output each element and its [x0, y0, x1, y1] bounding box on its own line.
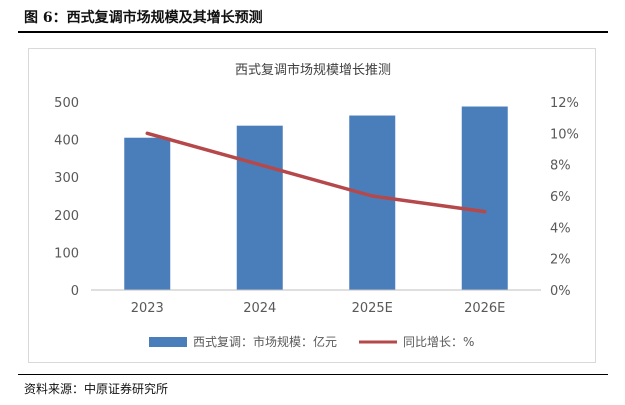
bars-layer — [124, 106, 508, 291]
left-tick-label: 100 — [54, 246, 79, 261]
legend: 西式复调：市场规模：亿元 同比增长：% — [149, 334, 474, 349]
legend-line-label: 同比增长：% — [403, 335, 474, 349]
chart-title: 西式复调市场规模增长推测 — [235, 62, 391, 78]
growth-line — [145, 131, 487, 214]
left-tick-label: 0 — [71, 284, 79, 299]
chart-svg: 西式复调市场规模增长推测 0 100 200 300 400 500 0% 2% 4% 6% 8%… — [54, 62, 579, 349]
bar-2025E — [349, 115, 396, 290]
figure-title: 图 6：西式复调市场规模及其增长预测 — [24, 10, 263, 26]
chart-panel: 西式复调市场规模增长推测 0 100 200 300 400 500 0% 2% 4% 6% 8%… — [28, 48, 596, 363]
x-tick-label: 2024 — [243, 301, 276, 316]
x-axis-ticks: 2023 2024 2025E 2026E — [131, 301, 506, 316]
right-tick-label: 2% — [550, 253, 571, 268]
right-tick-label: 12% — [550, 96, 579, 111]
right-axis-ticks: 0% 2% 4% 6% 8% 10% 12% — [550, 96, 579, 299]
x-tick-label: 2026E — [464, 301, 505, 316]
x-tick-label: 2025E — [352, 301, 393, 316]
left-axis-ticks: 0 100 200 300 400 500 — [54, 96, 79, 299]
left-tick-label: 500 — [54, 96, 79, 111]
bar-2026E — [461, 106, 508, 291]
right-tick-label: 6% — [550, 190, 571, 205]
top-rule — [18, 31, 608, 33]
legend-bar-label: 西式复调：市场规模：亿元 — [193, 334, 337, 349]
source-note: 资料来源：中原证券研究所 — [24, 382, 169, 396]
bar-2023 — [124, 137, 171, 290]
x-tick-label: 2023 — [131, 301, 164, 316]
bar-2024 — [236, 125, 283, 290]
legend-bar-swatch — [149, 337, 187, 347]
right-tick-label: 4% — [550, 221, 571, 236]
left-tick-label: 300 — [54, 171, 79, 186]
left-tick-label: 200 — [54, 209, 79, 224]
right-tick-label: 10% — [550, 127, 579, 142]
left-tick-label: 400 — [54, 134, 79, 149]
growth-line-layer — [145, 131, 487, 214]
bottom-rule — [18, 374, 608, 375]
right-tick-label: 0% — [550, 284, 571, 299]
right-tick-label: 8% — [550, 159, 571, 174]
